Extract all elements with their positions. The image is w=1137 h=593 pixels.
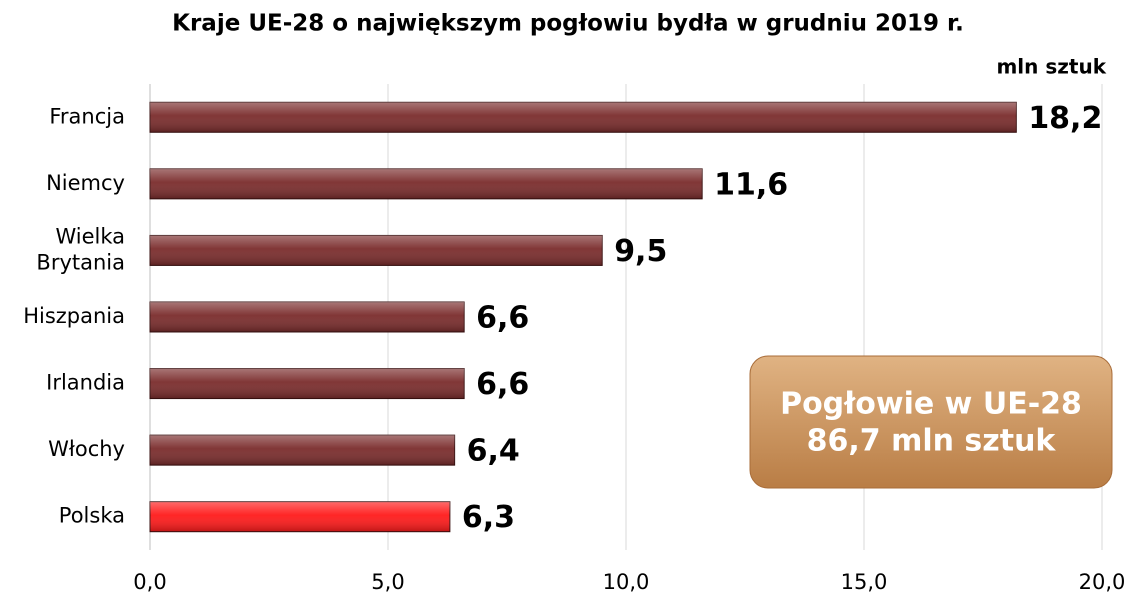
y-tick-label: Polska <box>59 504 125 528</box>
x-tick-label: 20,0 <box>1079 570 1126 593</box>
bar-shine <box>150 235 603 266</box>
unit-label: mln sztuk <box>996 55 1106 79</box>
value-label: 6,6 <box>476 301 529 336</box>
y-tick-label: Włochy <box>48 437 125 461</box>
y-tick-label: Irlandia <box>46 371 125 395</box>
bar-shine <box>150 435 455 466</box>
bar-shine <box>150 102 1017 133</box>
annotation-line: 86,7 mln sztuk <box>807 424 1057 459</box>
bar-shine <box>150 168 703 199</box>
x-tick-label: 5,0 <box>371 570 404 593</box>
y-tick-label: Wielka Brytania <box>36 224 125 274</box>
annotation-box <box>749 355 1113 489</box>
x-tick-label: 0,0 <box>133 570 166 593</box>
chart-title: Kraje UE-28 o największym pogłowiu bydła… <box>172 11 964 37</box>
y-tick-label: Niemcy <box>46 171 125 195</box>
value-label: 9,5 <box>614 234 667 269</box>
bar-shine <box>150 501 450 532</box>
y-tick-label: Hiszpania <box>23 304 125 328</box>
y-tick-label: Francja <box>49 104 125 128</box>
bar-shine <box>150 368 465 399</box>
annotation-line: Pogłowie w UE-28 <box>780 387 1082 422</box>
value-label: 6,3 <box>462 500 515 535</box>
plot-area: 0,0 5,0 10,0 15,0 20,0 18,2 Francja 11,6 Niemcy 9… <box>23 84 1125 593</box>
value-label: 18,2 <box>1028 101 1102 136</box>
value-label: 6,4 <box>467 434 520 469</box>
x-tick-label: 15,0 <box>841 570 888 593</box>
value-label: 6,6 <box>476 367 529 402</box>
value-label: 11,6 <box>714 167 788 202</box>
x-tick-label: 10,0 <box>603 570 650 593</box>
bar-shine <box>150 302 465 332</box>
